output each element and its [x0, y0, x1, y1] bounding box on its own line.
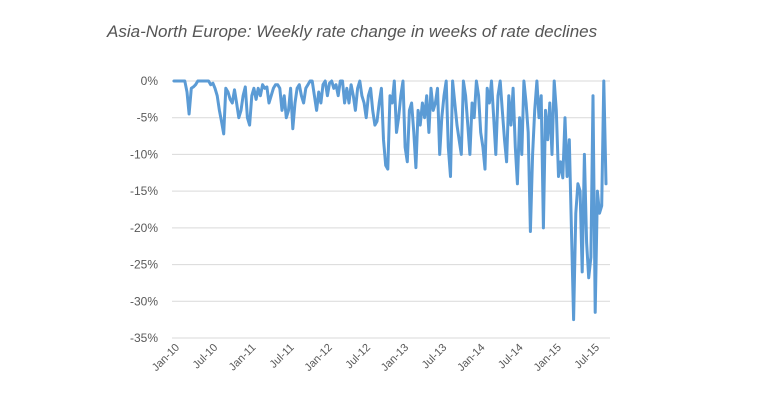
x-tick-label: Jul-13	[420, 342, 450, 372]
x-tick-label: Jan-15	[532, 342, 564, 374]
y-tick-label: -20%	[130, 221, 158, 235]
y-tick-label: -25%	[130, 258, 158, 272]
series-line	[172, 79, 608, 322]
y-tick-label: -5%	[137, 111, 159, 125]
y-tick-label: 0%	[141, 74, 159, 88]
y-tick-label: -35%	[130, 331, 158, 345]
x-tick-label: Jan-11	[227, 342, 259, 374]
x-tick-label: Jan-12	[303, 342, 335, 374]
chart-title: Asia-North Europe: Weekly rate change in…	[107, 22, 598, 41]
x-tick-label: Jul-15	[572, 342, 602, 372]
x-tick-label: Jan-13	[379, 342, 411, 374]
x-tick-label: Jul-11	[268, 342, 297, 371]
y-tick-label: -30%	[130, 294, 158, 308]
x-tick-label: Jan-14	[455, 342, 487, 374]
x-tick-label: Jul-10	[191, 342, 221, 372]
y-tick-label: -10%	[130, 147, 158, 161]
gridlines	[172, 80, 610, 339]
y-tick-label: -15%	[130, 184, 158, 198]
x-tick-label: Jan-10	[150, 342, 182, 374]
y-axis-ticks: 0% -5% -10% -15% -20% -25% -30% -35%	[130, 74, 158, 345]
x-tick-label: Jul-12	[343, 342, 373, 372]
x-axis-ticks: Jan-10 Jul-10 Jan-11 Jul-11 Jan-12 Jul-12 Jan-…	[150, 342, 602, 374]
x-tick-label: Jul-14	[496, 342, 526, 372]
